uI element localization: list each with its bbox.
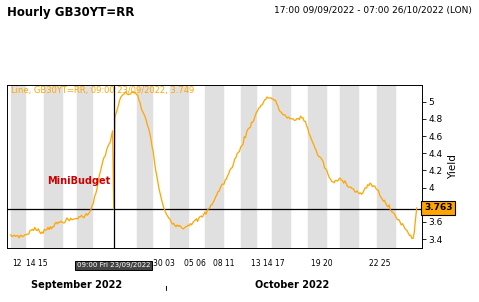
Bar	[77, 85, 92, 248]
Text: 09:00 Fri 23/09/2022: 09:00 Fri 23/09/2022	[77, 262, 150, 268]
Bar	[170, 85, 188, 248]
Text: 3.763: 3.763	[424, 204, 452, 212]
Text: 14 15: 14 15	[26, 259, 48, 268]
Text: 05 06: 05 06	[184, 259, 206, 268]
Text: 22 25: 22 25	[369, 259, 390, 268]
Text: 30 03: 30 03	[153, 259, 175, 268]
Text: 12: 12	[12, 259, 22, 268]
Text: September 2022: September 2022	[31, 280, 122, 290]
Text: 13 14 17: 13 14 17	[251, 259, 285, 268]
Text: 08 11: 08 11	[213, 259, 235, 268]
Text: 17:00 09/09/2022 - 07:00 26/10/2022 (LON): 17:00 09/09/2022 - 07:00 26/10/2022 (LON…	[274, 6, 472, 15]
Text: Line, GB30YT=RR, 09:00 23/09/2022, 3.749: Line, GB30YT=RR, 09:00 23/09/2022, 3.749	[11, 86, 194, 95]
Bar	[340, 85, 358, 248]
Y-axis label: Yield: Yield	[448, 154, 458, 178]
Bar	[308, 85, 326, 248]
Bar	[44, 85, 62, 248]
Text: Hourly GB30YT=RR: Hourly GB30YT=RR	[7, 6, 135, 19]
Bar	[377, 85, 395, 248]
Text: MiniBudget: MiniBudget	[47, 176, 110, 186]
Bar	[272, 85, 290, 248]
Bar	[137, 85, 152, 248]
Bar	[11, 85, 25, 248]
Bar	[240, 85, 256, 248]
Bar	[205, 85, 223, 248]
Text: 19 20: 19 20	[311, 259, 333, 268]
Text: October 2022: October 2022	[255, 280, 330, 290]
